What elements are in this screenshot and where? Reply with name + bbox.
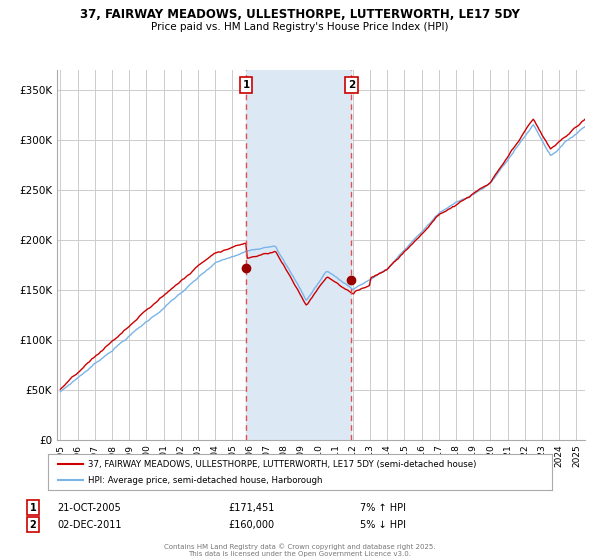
Text: 21-OCT-2005: 21-OCT-2005	[57, 503, 121, 513]
Text: 37, FAIRWAY MEADOWS, ULLESTHORPE, LUTTERWORTH, LE17 5DY (semi-detached house): 37, FAIRWAY MEADOWS, ULLESTHORPE, LUTTER…	[88, 460, 476, 469]
Text: £171,451: £171,451	[228, 503, 274, 513]
Bar	[246, 70, 352, 440]
Text: 2: 2	[29, 520, 37, 530]
Text: Price paid vs. HM Land Registry's House Price Index (HPI): Price paid vs. HM Land Registry's House …	[151, 22, 449, 32]
Text: 37, FAIRWAY MEADOWS, ULLESTHORPE, LUTTERWORTH, LE17 5DY: 37, FAIRWAY MEADOWS, ULLESTHORPE, LUTTER…	[80, 8, 520, 21]
Text: 2: 2	[348, 80, 355, 90]
Text: 1: 1	[29, 503, 37, 513]
Text: HPI: Average price, semi-detached house, Harborough: HPI: Average price, semi-detached house,…	[88, 476, 323, 485]
Text: 5% ↓ HPI: 5% ↓ HPI	[360, 520, 406, 530]
Text: Contains HM Land Registry data © Crown copyright and database right 2025.
This d: Contains HM Land Registry data © Crown c…	[164, 544, 436, 557]
Text: £160,000: £160,000	[228, 520, 274, 530]
Text: 7% ↑ HPI: 7% ↑ HPI	[360, 503, 406, 513]
Text: 1: 1	[242, 80, 250, 90]
Text: 02-DEC-2011: 02-DEC-2011	[57, 520, 121, 530]
